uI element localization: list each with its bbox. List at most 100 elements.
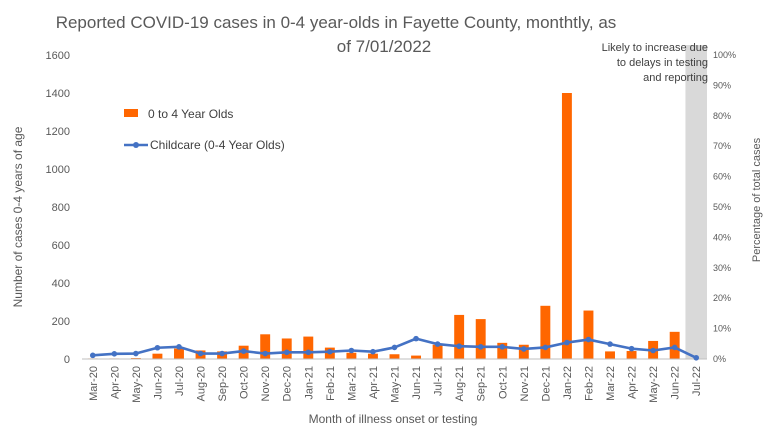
y2-axis: 0% 10% 20% 30% 40% 50% 60% 70% 80% 90% 100% (713, 50, 736, 364)
x-tick-label: Sep-21 (476, 366, 488, 401)
x-tick-label: Aug-21 (454, 366, 466, 401)
x-tick-label: Mar-20 (88, 366, 100, 401)
y2-tick-label: 20% (713, 293, 731, 303)
y2-tick-label: 30% (713, 263, 731, 273)
y2-tick-label: 100% (713, 50, 736, 60)
y-tick-label: 200 (52, 316, 70, 328)
line-point-Feb-21 (327, 348, 333, 355)
x-tick-label: Jun-21 (411, 366, 423, 400)
bar-Nov-20 (260, 334, 271, 359)
line-point-Jan-21 (305, 349, 312, 356)
line-point-Jun-21 (413, 335, 419, 342)
x-tick-label: Mar-22 (605, 366, 617, 401)
bar-Jul-20 (174, 348, 184, 359)
y2-tick-label: 90% (713, 80, 731, 90)
x-tick-label: May-21 (390, 366, 402, 403)
bar-Mar-22 (605, 351, 615, 359)
line-point-Jun-20 (154, 344, 161, 351)
line-point-Apr-20 (111, 351, 118, 357)
line-point-Dec-21 (542, 344, 549, 351)
x-tick-label: Nov-20 (260, 366, 272, 401)
line-point-Mar-21 (348, 347, 355, 354)
x-tick-label: Jan-21 (303, 366, 315, 400)
line-point-Apr-22 (628, 345, 635, 352)
line-point-Nov-21 (521, 346, 527, 352)
line-series (89, 335, 700, 361)
y-tick-label: 1600 (46, 50, 70, 62)
bar-Feb-22 (583, 310, 594, 359)
y2-tick-label: 10% (713, 324, 731, 334)
legend-label-line: Childcare (0-4 Year Olds) (150, 138, 285, 152)
line-point-May-21 (391, 344, 398, 351)
x-tick-label: Feb-22 (583, 366, 595, 401)
y2-tick-label: 0% (713, 354, 726, 364)
line-point-Sep-21 (477, 344, 484, 350)
line-point-Aug-21 (456, 343, 462, 350)
x-axis-title: Month of illness onset or testing (309, 412, 478, 426)
x-tick-label: Oct-20 (239, 366, 251, 399)
bar-Dec-21 (540, 305, 551, 359)
y-axis: 0 200 400 600 800 1000 1200 1400 1600 (46, 50, 70, 366)
bar-series (87, 93, 680, 359)
line-point-Jul-21 (434, 341, 441, 347)
chart-title-line-2: of 7/01/2022 (337, 37, 432, 56)
x-tick-label: Dec-20 (282, 366, 294, 401)
bar-Nov-21 (518, 344, 529, 359)
line-point-Sep-20 (219, 350, 225, 357)
y-axis-title: Number of cases 0-4 years of age (11, 126, 25, 307)
bar-May-21 (389, 354, 400, 359)
line-point-Jan-22 (564, 339, 570, 346)
legend-swatch-bars (124, 109, 138, 117)
y2-tick-label: 80% (713, 111, 731, 121)
x-tick-label: Mar-21 (346, 366, 358, 401)
line-point-Jun-22 (671, 344, 678, 351)
x-axis: Mar-20 Apr-20 May-20 Jun-20 Jul-20 Aug-20 Sep-… (88, 366, 703, 403)
bar-Jul-21 (432, 344, 443, 359)
line-point-May-20 (133, 350, 139, 357)
x-tick-label: Aug-20 (196, 366, 208, 401)
bar-Jan-22 (561, 93, 572, 359)
line-point-Mar-22 (607, 341, 613, 347)
x-tick-label: Oct-21 (497, 366, 509, 399)
line-point-Jul-20 (176, 344, 182, 350)
x-tick-label: Dec-21 (540, 366, 552, 401)
bar-Apr-21 (367, 353, 378, 359)
reporting-delay-note-line-2: to delays in testing (617, 57, 708, 69)
y2-tick-label: 40% (713, 232, 731, 242)
reporting-delay-note-line-3: and reporting (643, 72, 708, 84)
x-tick-label: Jan-22 (562, 366, 574, 400)
y-tick-label: 1200 (46, 126, 70, 138)
x-tick-label: Jul-20 (174, 366, 186, 396)
x-tick-label: Jun-22 (670, 366, 682, 400)
bar-Apr-22 (626, 351, 637, 359)
line-point-Nov-20 (262, 350, 268, 357)
x-tick-label: Sep-20 (217, 366, 229, 401)
x-tick-label: Jul-21 (433, 366, 445, 396)
y2-axis-title: Percentage of total cases (751, 137, 763, 262)
x-tick-label: Feb-21 (325, 366, 337, 401)
bar-Sep-21 (475, 319, 486, 359)
bar-Oct-21 (497, 342, 508, 359)
y-tick-label: 800 (52, 202, 70, 214)
y2-tick-label: 60% (713, 172, 731, 182)
line-point-Oct-20 (240, 348, 247, 354)
y2-tick-label: 50% (713, 202, 731, 212)
y-tick-label: 1400 (46, 88, 70, 100)
x-tick-label: May-22 (648, 366, 660, 403)
legend-swatch-marker (133, 142, 139, 148)
line-point-Jul-22 (693, 354, 700, 361)
line-point-Mar-20 (89, 352, 96, 359)
y-tick-label: 0 (64, 354, 70, 366)
line-point-Feb-22 (585, 336, 592, 343)
line-point-Apr-21 (370, 348, 376, 355)
line-point-Aug-20 (197, 350, 204, 357)
x-tick-label: Apr-20 (109, 366, 121, 399)
line-point-Oct-21 (499, 344, 506, 350)
y2-tick-label: 70% (713, 141, 731, 151)
line-point-May-22 (650, 347, 656, 354)
legend-label-bars: 0 to 4 Year Olds (148, 107, 233, 121)
reporting-delay-shade (685, 45, 707, 359)
y-tick-label: 400 (52, 278, 70, 290)
y-tick-label: 600 (52, 240, 70, 252)
line-point-Dec-20 (283, 349, 290, 356)
